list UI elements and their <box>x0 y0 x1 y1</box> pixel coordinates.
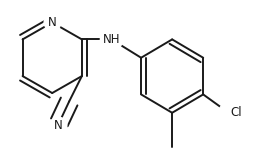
Text: Cl: Cl <box>230 106 242 119</box>
Text: NH: NH <box>103 33 120 46</box>
Text: N: N <box>48 16 57 29</box>
Text: N: N <box>54 119 62 132</box>
